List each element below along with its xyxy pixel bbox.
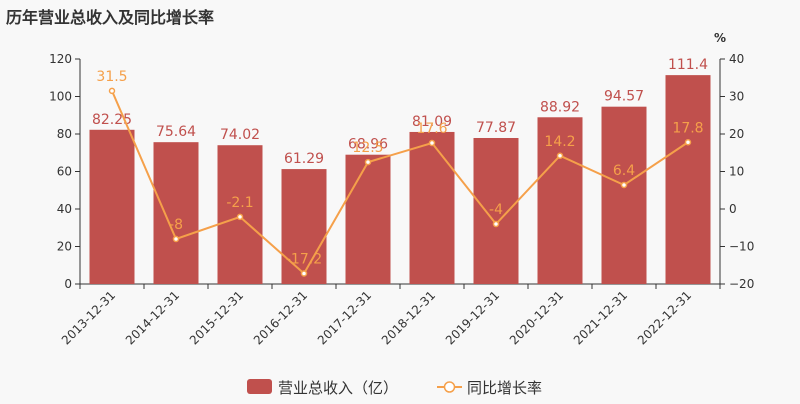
line-data-label: 17.6	[416, 121, 447, 137]
bar	[473, 137, 519, 284]
line-point	[364, 158, 372, 166]
y-right-tick-label: 0	[729, 202, 737, 216]
y-left-tick-label: 120	[49, 52, 72, 66]
bar	[281, 169, 327, 284]
line-point	[428, 139, 436, 147]
y-right-tick-label: 40	[729, 52, 744, 66]
y-right-tick-label: 10	[729, 165, 744, 179]
line-data-label: 12.5	[352, 140, 383, 156]
growth-line	[111, 90, 689, 276]
x-tick-label: 2015-12-31	[187, 288, 246, 347]
y-right-unit-label: %	[714, 31, 726, 45]
bar-data-label: 81.09	[412, 114, 452, 130]
bar-data-label: 74.02	[220, 127, 260, 143]
bar	[409, 131, 455, 284]
bar	[345, 154, 391, 284]
line-point	[492, 220, 500, 228]
bar-data-label: 77.87	[476, 120, 516, 136]
legend-line-marker	[443, 381, 456, 393]
x-tick-label: 2016-12-31	[251, 288, 310, 347]
bar	[89, 129, 135, 284]
bar-data-label: 75.64	[156, 124, 196, 140]
x-tick-label: 2020-12-31	[507, 288, 566, 347]
x-tick-label: 2017-12-31	[315, 288, 374, 347]
bar-data-label: 68.96	[348, 137, 388, 153]
line-data-label: 31.5	[96, 69, 127, 85]
line-point	[108, 87, 116, 95]
line-point	[556, 152, 564, 159]
y-left-tick-label: 60	[57, 165, 72, 179]
y-left-tick-label: 80	[57, 127, 72, 141]
legend-bar-label: 营业总收入（亿）	[278, 379, 398, 397]
line-point	[300, 270, 308, 277]
line-point	[172, 235, 180, 243]
bar-data-label: 61.29	[284, 151, 324, 167]
y-left-tick-label: 100	[49, 90, 72, 104]
line-point	[236, 213, 244, 221]
line-data-label: -2.1	[226, 195, 253, 211]
line-data-label: -17.2	[286, 252, 322, 268]
bar	[601, 106, 647, 285]
y-right-tick-label: −20	[729, 277, 754, 291]
legend-line-label: 同比增长率	[467, 379, 542, 397]
legend-bar-swatch	[247, 379, 272, 394]
y-left-tick-label: 20	[57, 240, 72, 254]
bar	[537, 117, 583, 285]
chart-title: 历年营业总收入及同比增长率	[6, 8, 215, 27]
bar-data-label: 111.4	[668, 57, 708, 73]
line-data-label: 6.4	[613, 163, 635, 179]
x-tick-label: 2022-12-31	[635, 288, 694, 347]
bar-data-label: 88.92	[540, 99, 580, 115]
line-point	[620, 181, 628, 189]
x-tick-label: 2019-12-31	[443, 288, 502, 347]
y-right-tick-label: −10	[729, 240, 754, 254]
x-tick-label: 2014-12-31	[123, 288, 182, 347]
line-data-label: 14.2	[544, 134, 575, 150]
y-left-tick-label: 0	[64, 277, 72, 291]
x-tick-label: 2021-12-31	[571, 288, 630, 347]
x-tick-label: 2018-12-31	[379, 288, 438, 347]
line-data-label: -8	[169, 217, 183, 233]
line-point	[684, 139, 692, 146]
bar	[665, 75, 711, 284]
bar-data-label: 94.57	[604, 89, 644, 105]
y-right-tick-label: 20	[729, 127, 744, 141]
line-data-label: -4	[489, 202, 503, 218]
bar	[153, 142, 199, 284]
y-right-tick-label: 30	[729, 90, 744, 104]
x-tick-label: 2013-12-31	[59, 288, 118, 347]
line-data-label: 17.8	[672, 120, 703, 136]
y-left-tick-label: 40	[57, 202, 72, 216]
